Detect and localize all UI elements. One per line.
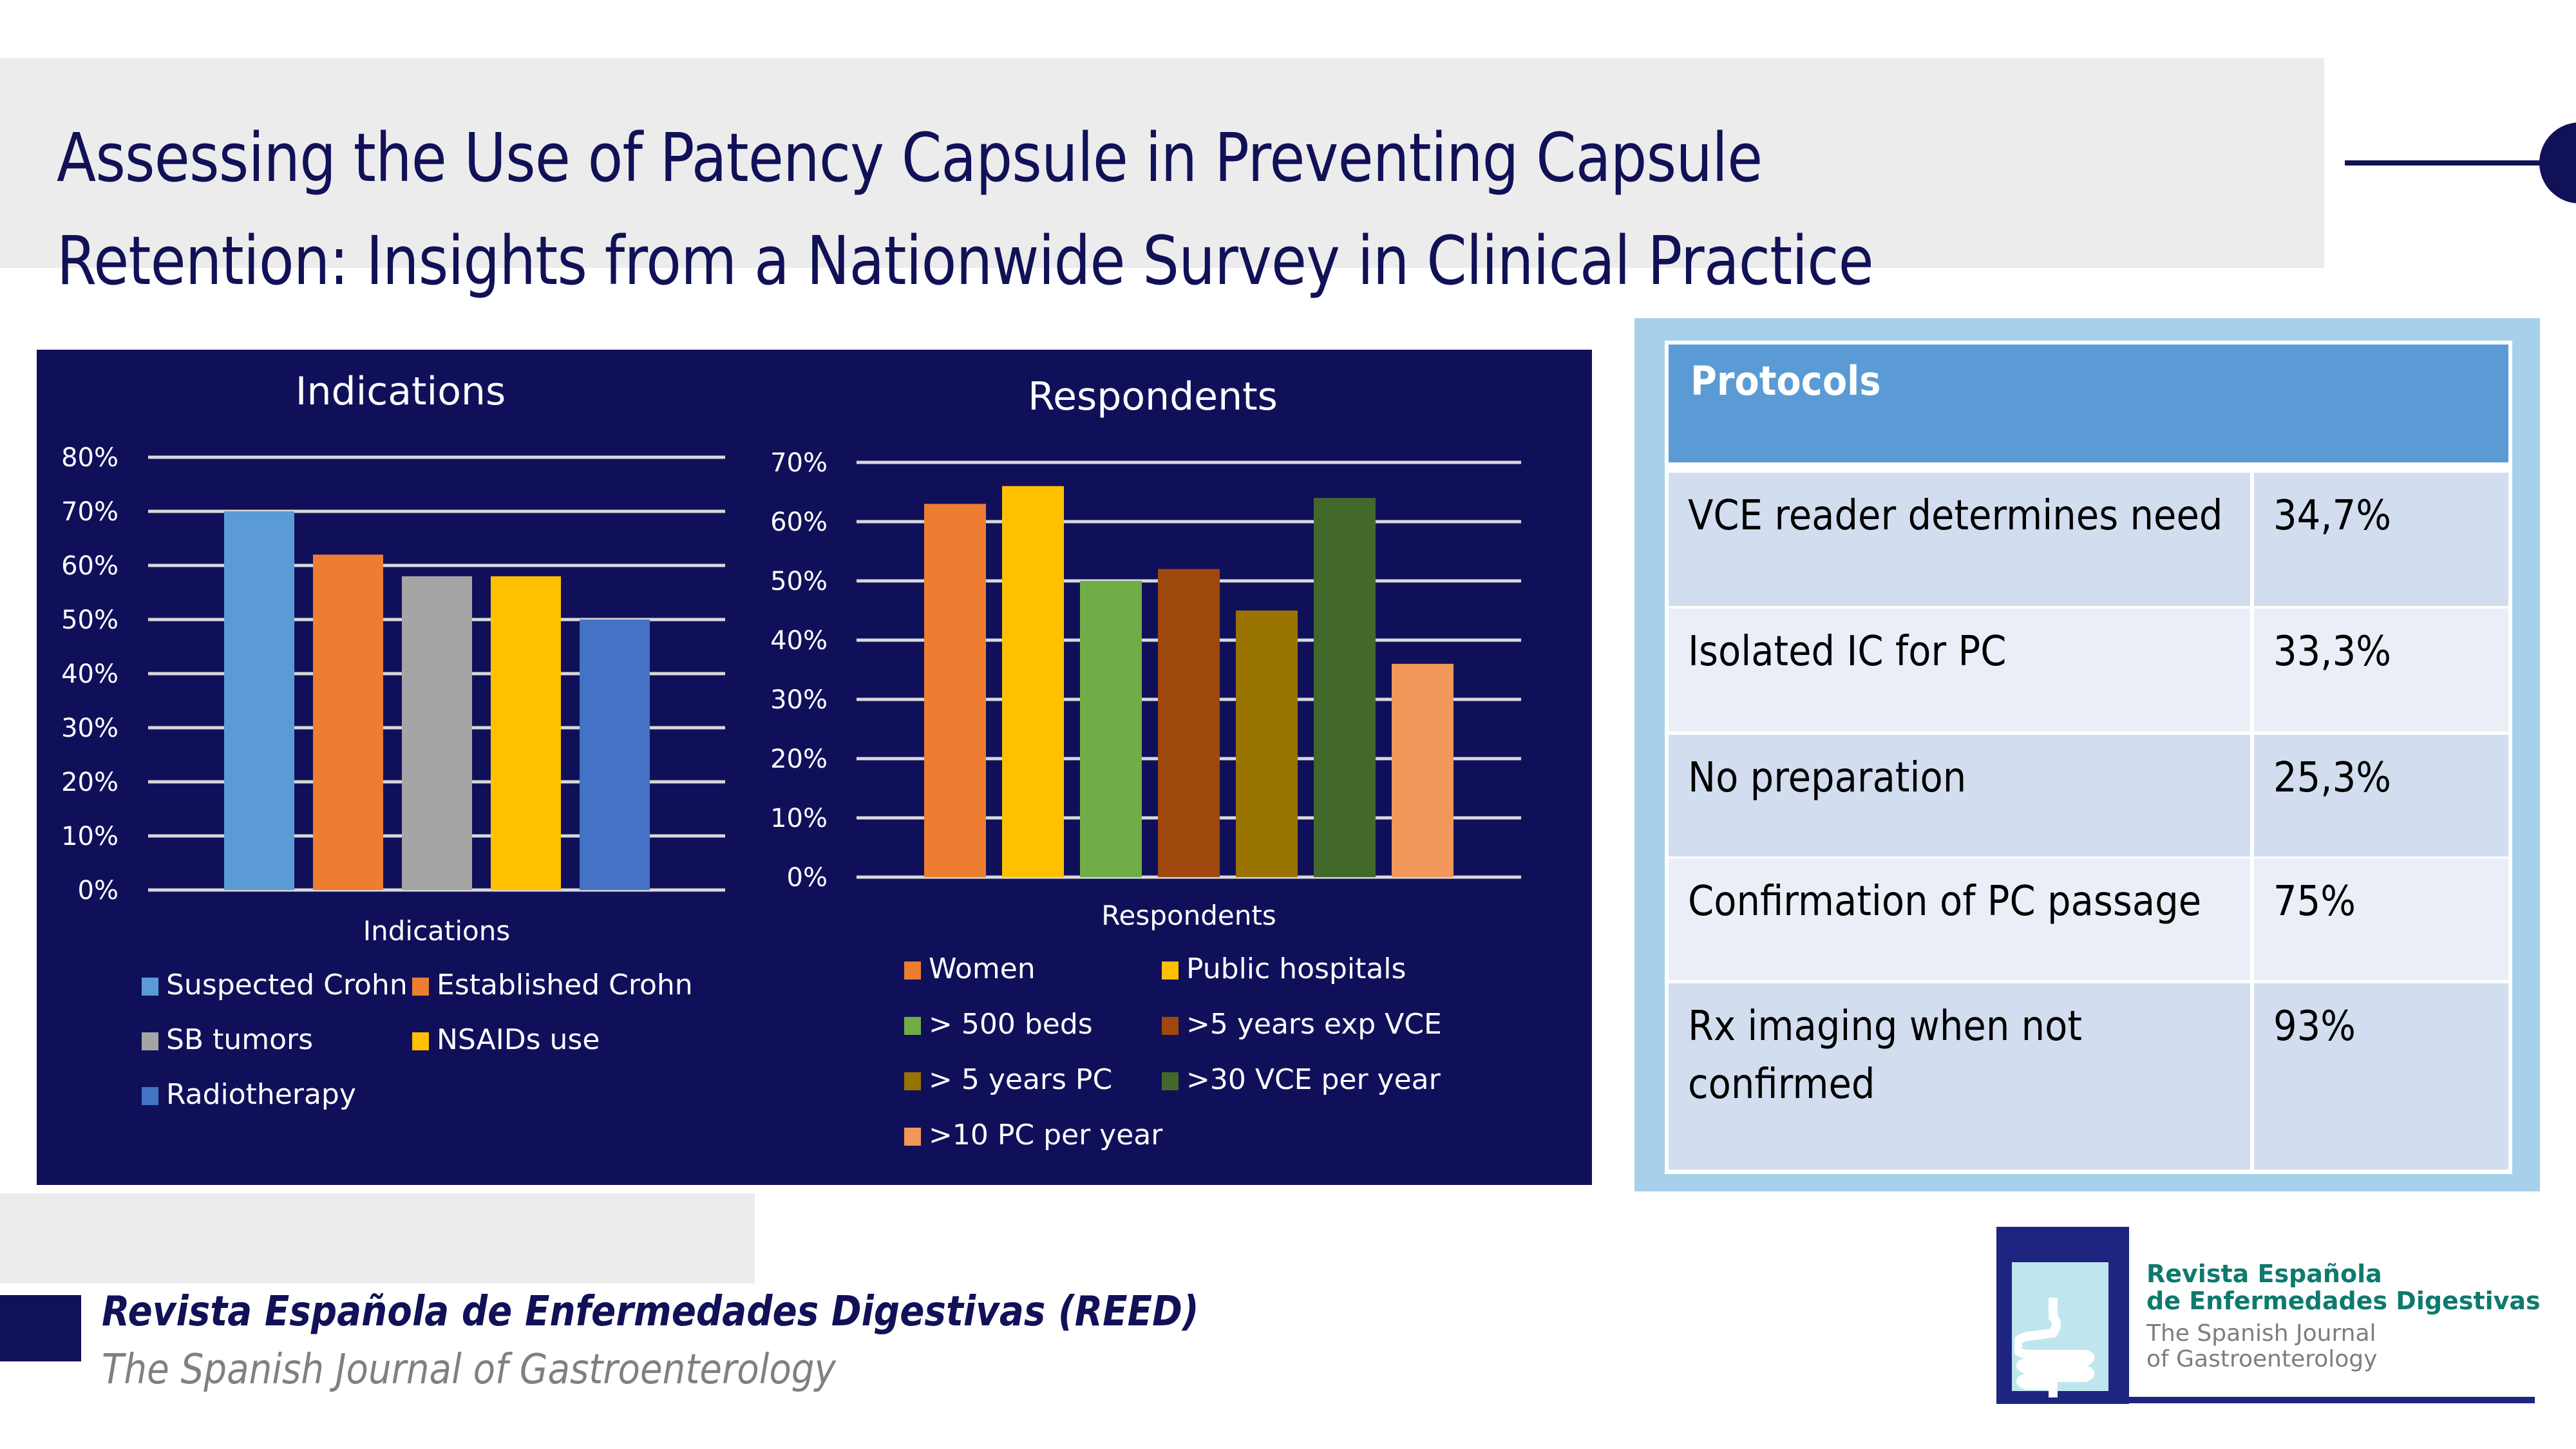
row-label: Isolated IC for PC — [1669, 609, 2250, 732]
journal-name: Revista Española de Enfermedades Digesti… — [102, 1288, 1199, 1336]
footer-band — [0, 1193, 755, 1283]
row-value: 93% — [2254, 983, 2508, 1170]
table-row: Confirmation of PC passage 75% — [1669, 858, 2508, 980]
logo-frame — [1996, 1227, 2129, 1404]
title-line-2: Retention: Insights from a Nationwide Su… — [57, 222, 1874, 300]
table-row: Rx imaging when not confirmed 93% — [1669, 983, 2508, 1170]
table-row: No preparation 25,3% — [1669, 735, 2508, 857]
protocols-header: Protocols — [1669, 345, 2508, 462]
footer-accent-block — [0, 1295, 81, 1361]
journal-logo: Revista Española de Enfermedades Digesti… — [1996, 1227, 2541, 1414]
row-value: 33,3% — [2254, 609, 2508, 732]
slide-title: Assessing the Use of Patency Capsule in … — [57, 106, 1940, 312]
row-label: VCE reader determines need — [1669, 473, 2250, 606]
title-band — [0, 58, 2324, 268]
row-label: Rx imaging when not confirmed — [1669, 983, 2250, 1170]
table-row: VCE reader determines need 34,7% — [1669, 473, 2508, 606]
charts-panel — [37, 350, 1592, 1185]
intestine-icon — [2014, 1298, 2095, 1397]
row-value: 75% — [2254, 858, 2508, 980]
logo-subtitle: The Spanish Journal of Gastroenterology — [2146, 1320, 2378, 1372]
title-line-1: Assessing the Use of Patency Capsule in … — [57, 118, 1763, 197]
logo-rule — [2129, 1397, 2535, 1403]
journal-subtitle: The Spanish Journal of Gastroenterology — [102, 1346, 836, 1394]
decorative-line — [2345, 160, 2551, 166]
protocols-header-label: Protocols — [1690, 357, 1881, 404]
decorative-circle — [2539, 122, 2576, 204]
table-row: Isolated IC for PC 33,3% — [1669, 609, 2508, 732]
row-value: 34,7% — [2254, 473, 2508, 606]
row-label: Confirmation of PC passage — [1669, 858, 2250, 980]
row-value: 25,3% — [2254, 735, 2508, 857]
row-label: No preparation — [1669, 735, 2250, 857]
logo-title: Revista Española de Enfermedades Digesti… — [2146, 1260, 2541, 1315]
protocols-table: Protocols VCE reader determines need 34,… — [1665, 341, 2512, 1174]
